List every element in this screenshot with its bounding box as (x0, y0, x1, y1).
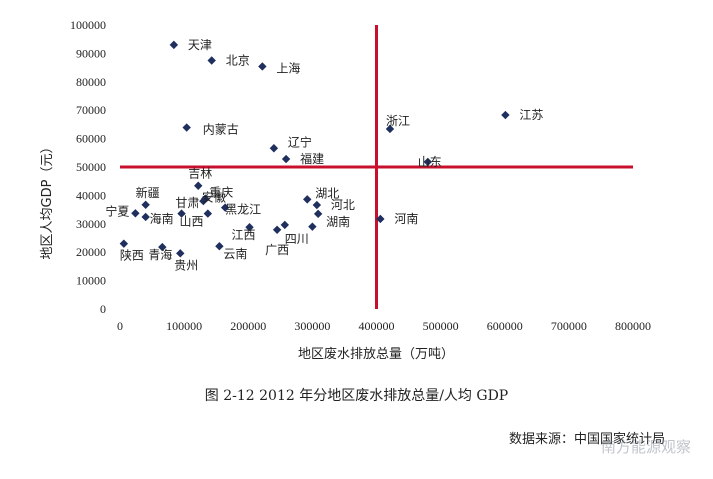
data-point-label: 辽宁 (288, 134, 312, 149)
reference-lines (120, 25, 633, 309)
data-point-label: 吉林 (188, 167, 212, 181)
data-point-marker (199, 196, 208, 206)
y-axis-ticks: 0 10000 20000 30000 40000 50000 60000 70000 8000… (70, 18, 106, 316)
y-tick-label: 50000 (76, 160, 106, 174)
data-point-marker (245, 223, 254, 232)
x-tick-label: 400000 (359, 319, 395, 333)
data-point-label: 内蒙古 (203, 122, 239, 137)
x-axis-ticks: 0 100000 200000 300000 400000 500000 600000 700… (117, 319, 651, 333)
data-point-label: 天津 (188, 38, 212, 52)
data-point-label: 青海 (148, 247, 172, 262)
data-point-label: 河北 (331, 198, 355, 212)
y-tick-label: 20000 (76, 245, 106, 259)
data-point-marker (258, 62, 267, 71)
data-point-marker (280, 220, 290, 230)
data-point-marker (131, 209, 140, 218)
data-point-marker (141, 212, 150, 222)
data-point-marker (281, 154, 291, 164)
data-points (119, 40, 510, 258)
data-point-label: 贵州 (174, 258, 198, 272)
data-point-marker (308, 222, 317, 231)
data-point-label: 海南 (150, 211, 174, 226)
y-tick-label: 90000 (76, 46, 106, 60)
data-point-marker (119, 239, 129, 248)
data-source: 数据来源：中国国家统计局 (508, 432, 665, 447)
x-tick-label: 600000 (487, 319, 523, 333)
data-point-marker (177, 209, 186, 218)
x-tick-label: 300000 (294, 319, 330, 333)
data-point-label: 云南 (223, 246, 247, 261)
data-point-label: 北京 (226, 54, 250, 68)
y-tick-label: 70000 (76, 103, 106, 117)
y-tick-label: 30000 (76, 217, 106, 231)
data-point-marker (312, 200, 322, 210)
watermark-text: 南方能源观察 (600, 438, 691, 456)
data-point-label: 重庆 (209, 186, 233, 200)
data-point-marker (376, 214, 385, 224)
data-point-marker (501, 110, 510, 120)
data-point-label: 浙江 (386, 114, 410, 128)
data-point-marker (220, 203, 230, 212)
data-point-label: 湖北 (315, 185, 339, 200)
x-tick-label: 100000 (166, 319, 202, 333)
x-tick-label: 800000 (615, 319, 651, 333)
x-tick-label: 0 (117, 319, 123, 333)
y-axis-title: 地区人均GDP（元） (40, 141, 55, 260)
y-tick-label: 10000 (76, 274, 106, 288)
data-point-label: 福建 (300, 151, 324, 166)
data-point-marker (269, 144, 279, 153)
y-tick-label: 60000 (76, 132, 106, 146)
figure-caption: 图 2-12 2012 年分地区废水排放总量/人均 GDP (204, 388, 509, 404)
data-point-marker (207, 56, 216, 65)
data-point-label: 江苏 (519, 108, 543, 122)
data-point-label: 四川 (285, 232, 309, 246)
x-axis-title: 地区废水排放总量（万吨） (298, 346, 454, 362)
data-point-marker (158, 242, 167, 252)
data-point-marker (423, 157, 432, 167)
data-point-label: 黑龙江 (225, 203, 261, 217)
data-point-label: 湖南 (326, 214, 350, 229)
y-tick-label: 100000 (70, 18, 106, 32)
data-point-marker (176, 249, 185, 258)
y-tick-label: 0 (100, 302, 106, 316)
data-point-marker (303, 195, 312, 204)
data-point-marker (385, 124, 395, 134)
data-point-label: 宁夏 (105, 203, 129, 218)
data-point-marker (313, 209, 323, 219)
data-point-label: 山西 (180, 215, 204, 229)
data-point-label: 广西 (265, 243, 289, 257)
data-point-label: 江西 (232, 228, 256, 242)
data-point-marker (169, 40, 179, 50)
data-point-label: 甘肃 (175, 196, 199, 210)
data-point-marker (182, 123, 191, 132)
x-tick-label: 200000 (230, 319, 266, 333)
data-point-label: 安徽 (202, 190, 226, 205)
data-point-label: 陕西 (120, 248, 144, 263)
x-tick-label: 700000 (551, 319, 587, 333)
data-point-marker (215, 242, 224, 251)
data-point-marker (194, 181, 203, 190)
data-point-marker (141, 200, 150, 209)
y-tick-label: 80000 (76, 75, 106, 89)
data-point-label: 山东 (418, 155, 442, 169)
data-point-marker (203, 209, 213, 218)
data-point-label: 新疆 (136, 185, 160, 200)
y-tick-label: 40000 (76, 188, 106, 202)
data-point-marker (272, 225, 282, 234)
point-labels: 天津北京 上海江苏 浙江内蒙古辽宁福建 山东吉林重庆 新疆甘肃黑龙江 湖北河北 宁夏海南 山西… (105, 38, 543, 272)
data-point-label: 上海 (276, 60, 300, 75)
x-tick-label: 500000 (423, 319, 459, 333)
data-point-label: 河南 (394, 211, 418, 226)
